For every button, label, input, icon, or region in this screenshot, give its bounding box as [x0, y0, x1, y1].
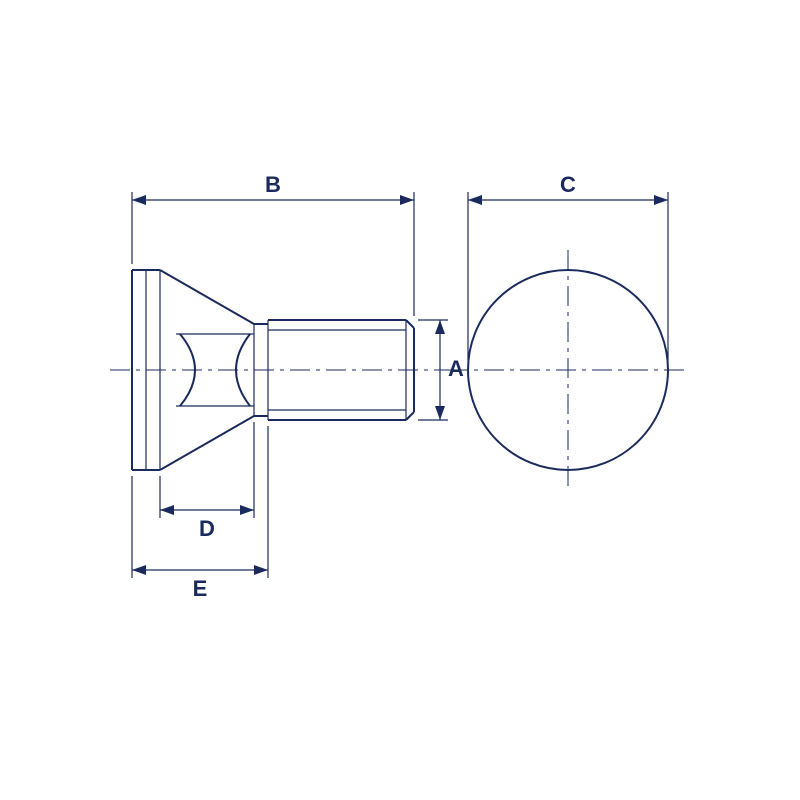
dim-c-label: C [560, 172, 576, 197]
dim-d-label: D [199, 516, 215, 541]
top-view [448, 250, 688, 490]
dimension-b: B [132, 172, 414, 316]
cone-bottom [160, 416, 254, 470]
dim-b-arrow-right [400, 195, 414, 205]
shaft-chamfer-bottom [406, 412, 414, 420]
technical-drawing: B C A D E [0, 0, 800, 800]
dimension-d: D [160, 422, 254, 541]
dim-b-arrow-left [132, 195, 146, 205]
shaft-chamfer-top [406, 320, 414, 328]
dim-e-arrow-right [254, 565, 268, 575]
dim-a-arrow-top [435, 320, 445, 334]
side-view [110, 270, 460, 470]
dim-a-label: A [448, 356, 464, 381]
dim-b-label: B [265, 172, 281, 197]
dimension-e: E [132, 426, 268, 601]
dim-d-arrow-right [240, 505, 254, 515]
dim-c-arrow-left [468, 195, 482, 205]
dim-c-arrow-right [654, 195, 668, 205]
dim-e-label: E [193, 576, 208, 601]
dim-e-arrow-left [132, 565, 146, 575]
cone-top [160, 270, 254, 324]
dim-d-arrow-left [160, 505, 174, 515]
dim-a-arrow-bottom [435, 406, 445, 420]
